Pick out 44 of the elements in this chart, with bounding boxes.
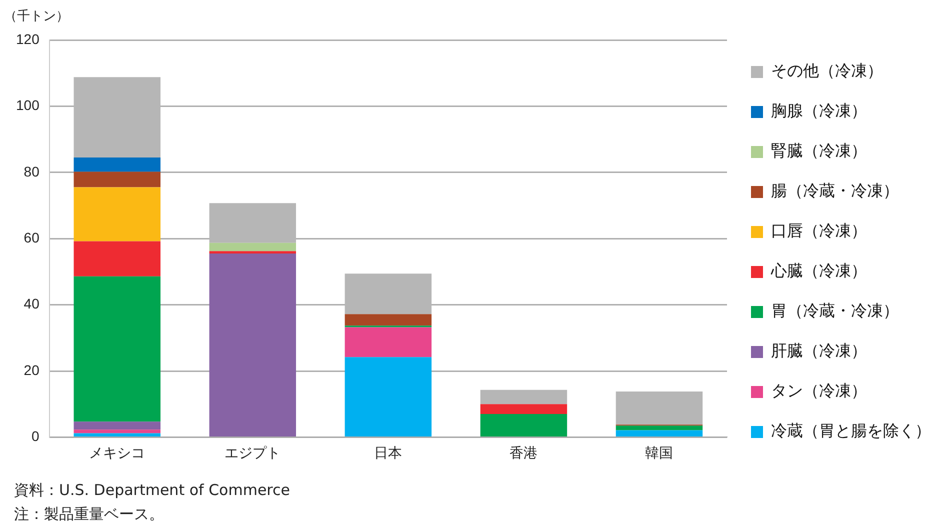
x-tick-label: エジプト: [224, 444, 281, 460]
x-tick-label: メキシコ: [89, 444, 146, 460]
bar: [74, 187, 160, 242]
bar: [209, 253, 296, 436]
bar: [344, 327, 432, 358]
y-tick-label: 40: [24, 296, 40, 312]
bar: [74, 433, 160, 436]
y-tick-label: 60: [24, 229, 40, 246]
bar: [74, 422, 160, 430]
bar: [74, 158, 160, 172]
legend-label: 心臓（冷凍）: [770, 261, 867, 280]
legend-label: 冷蔵（胃と腸を除く）: [771, 421, 931, 440]
legend-label: その他（冷凍）: [771, 61, 883, 80]
bar: [344, 314, 432, 326]
y-tick-label: 20: [24, 362, 40, 378]
x-tick-label: 日本: [374, 444, 402, 460]
x-tick-label: 香港: [510, 444, 538, 460]
y-axis-title: （千トン）: [4, 8, 69, 24]
legend-label: 口唇（冷凍）: [771, 221, 867, 240]
bar: [480, 390, 568, 404]
y-tick-label: 0: [32, 428, 40, 444]
legend-label: 肝臓（冷凍）: [771, 341, 867, 360]
legend-label: 腸（冷蔵・冷凍）: [771, 181, 899, 200]
text: 資料：U.S. Department of Commerce: [14, 480, 290, 501]
y-tick-label: 100: [16, 97, 40, 114]
bar: [74, 276, 160, 422]
legend-label: タン（冷凍）: [771, 381, 867, 400]
bar: [209, 242, 296, 252]
y-tick-label: 80: [24, 163, 40, 180]
bar: [74, 430, 160, 434]
legend-label: 胃（冷蔵・冷凍）: [771, 301, 899, 320]
bar: [74, 172, 160, 188]
bar: [616, 426, 703, 430]
bar: [480, 404, 568, 414]
bar: [344, 357, 432, 436]
bar: [616, 392, 703, 425]
y-tick-label: 120: [16, 30, 40, 47]
bar: [480, 414, 568, 436]
legend-label: 胸腺（冷凍）: [771, 101, 867, 120]
x-tick-label: 韓国: [645, 444, 674, 460]
legend-label: 腎臓（冷凍）: [771, 141, 867, 160]
bar: [74, 241, 160, 276]
bar: [616, 430, 703, 436]
text: 注：製品重量ベース。: [14, 504, 165, 525]
